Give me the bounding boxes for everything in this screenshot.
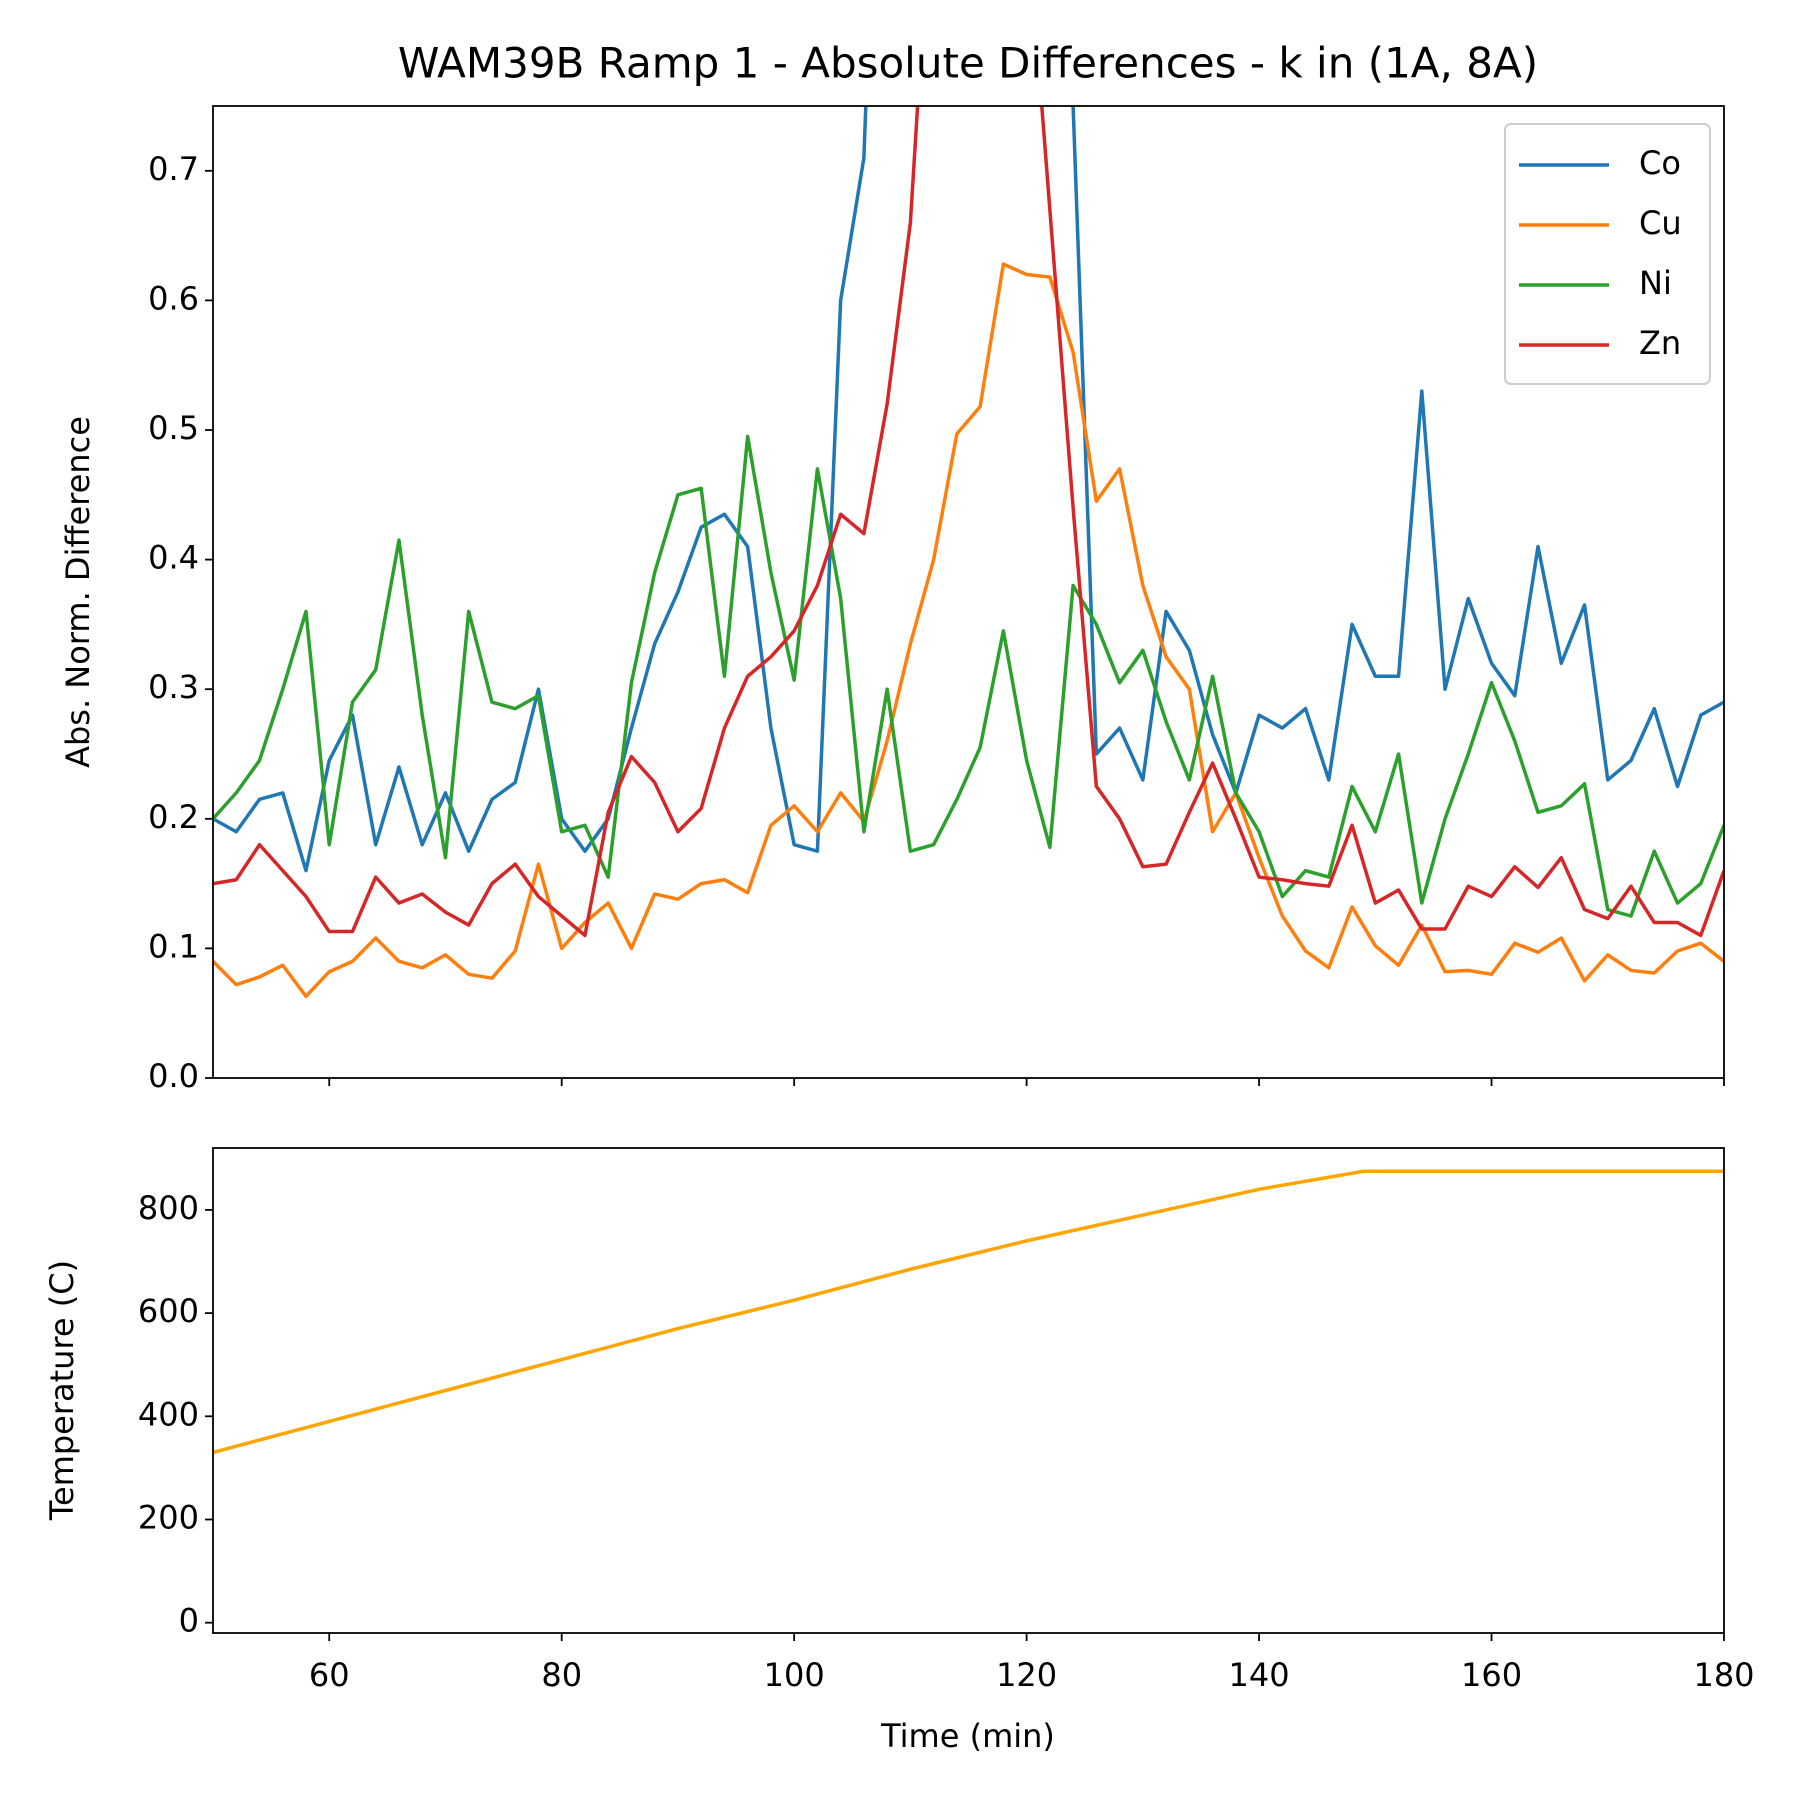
legend-label: Ni [1639,264,1672,302]
data-line [213,106,1724,938]
y-tick-label: 0.1 [148,927,199,965]
x-tick-label: 100 [764,1656,825,1694]
y-tick-label: 0.5 [148,409,199,447]
x-tick-label: 80 [541,1656,582,1694]
x-tick-label: 120 [996,1656,1057,1694]
x-tick-label: 180 [1693,1656,1754,1694]
chart-title: WAM39B Ramp 1 - Absolute Differences - k… [398,39,1538,88]
data-line [213,106,1724,873]
y-tick-label: 0.7 [148,150,199,188]
y-tick-label: 0.3 [148,668,199,706]
axes-frame [212,1147,1725,1634]
legend-label: Zn [1639,324,1681,362]
y-tick-label: 0.4 [148,539,199,577]
data-line [213,262,1724,999]
y-tick-label: 400 [138,1395,199,1433]
plot-area [213,1169,1724,1455]
x-axis-label: Time (min) [880,1717,1055,1755]
y-tick-label: 600 [138,1292,199,1330]
y-axis-label: Abs. Norm. Difference [59,416,97,768]
y-tick-label: 800 [138,1189,199,1227]
y-tick-label: 0.0 [148,1057,199,1095]
y-tick-label: 0.2 [148,798,199,836]
x-tick-label: 160 [1461,1656,1522,1694]
legend-label: Co [1639,144,1681,182]
y-tick-label: 200 [138,1498,199,1536]
x-tick-label: 140 [1229,1656,1290,1694]
x-tick-label: 60 [309,1656,350,1694]
legend-label: Cu [1639,204,1682,242]
y-axis-label: Temperature (C) [43,1260,81,1521]
axes-frame [212,105,1725,1079]
plot-area [213,106,1724,999]
y-tick-label: 0.6 [148,279,199,317]
data-line [213,1169,1724,1455]
legend-box [1504,123,1711,385]
data-line [213,434,1724,918]
y-tick-label: 0 [179,1602,199,1640]
